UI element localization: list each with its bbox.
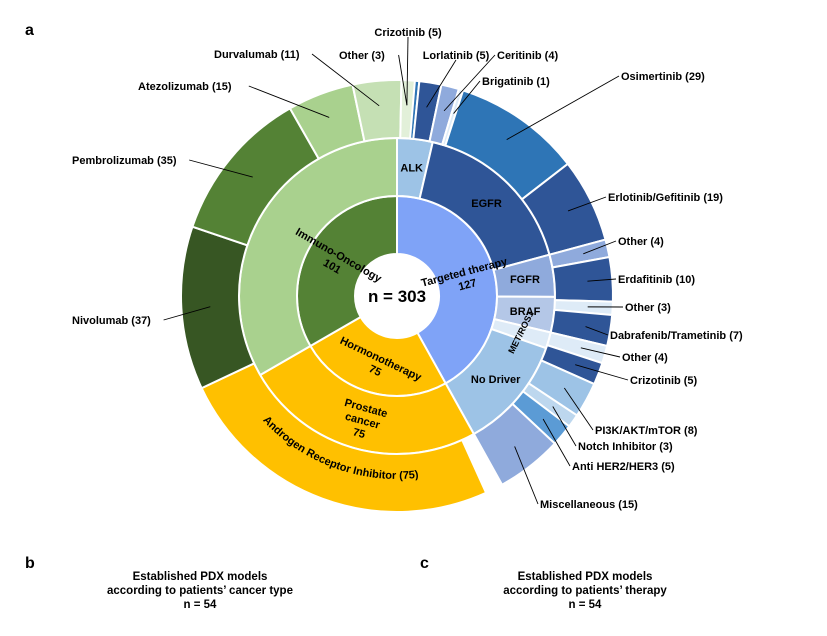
panel-letter-b: b xyxy=(25,555,35,572)
middle-label-fgfr: FGFR xyxy=(510,274,540,286)
outer-label-5-erlotinib-gefitinib-19: Erlotinib/Gefitinib (19) xyxy=(608,192,723,204)
caption-b-line-1: Established PDX models xyxy=(132,571,268,583)
outer-label-6-other-4: Other (4) xyxy=(618,236,664,248)
middle-label-braf-line-0: BRAF xyxy=(510,306,541,318)
outer-label-19-pembrolizumab-35: Pembrolizumab (35) xyxy=(72,155,177,167)
caption-c-line-1: Established PDX models xyxy=(517,571,653,583)
outer-label-3-brigatinib-1: Brigatinib (1) xyxy=(482,76,550,88)
callout-line-3-brigatinib-1 xyxy=(453,80,481,114)
outer-label-4-osimertinib-29: Osimertinib (29) xyxy=(621,71,705,83)
middle-label-no-driver: No Driver xyxy=(471,374,521,386)
outer-segment-15-miscellaneous-15 xyxy=(472,402,557,487)
caption-c: Established PDX models according to pati… xyxy=(455,570,715,612)
middle-label-egfr-line-0: EGFR xyxy=(471,198,502,210)
outer-label-10-other-4: Other (4) xyxy=(622,352,668,364)
caption-b-line-2: according to patients’ cancer type xyxy=(107,585,293,597)
panel-letter-c: c xyxy=(420,555,429,572)
center-hole xyxy=(355,254,439,338)
caption-b: Established PDX models according to pati… xyxy=(70,570,330,612)
outer-label-2-ceritinib-4: Ceritinib (4) xyxy=(497,50,558,62)
outer-segment-22-other-3 xyxy=(399,79,416,140)
callout-line-1-lorlatinib-5 xyxy=(426,59,457,108)
center-label: n = 303 xyxy=(368,287,426,306)
middle-label-no-driver-line-0: No Driver xyxy=(471,374,521,386)
callout-line-13-notch-inhibitor-3 xyxy=(552,406,577,447)
outer-label-9-dabrafenib-trametinib-7: Dabrafenib/Trametinib (7) xyxy=(610,330,743,342)
middle-label-alk-line-0: ALK xyxy=(400,163,423,175)
middle-label-prostate-cancer-line-2: 75 xyxy=(351,426,366,441)
outer-label-12-pi3k-akt-mtor-8: PI3K/AKT/mTOR (8) xyxy=(595,425,698,437)
callout-line-18-nivolumab-37 xyxy=(163,306,211,321)
callout-line-20-atezolizumab-15 xyxy=(248,85,330,118)
outer-label-8-other-3: Other (3) xyxy=(625,302,671,314)
outer-label-7-erdafitinib-10: Erdafitinib (10) xyxy=(618,274,695,286)
inner-label-hormonotherapy-line-1: 75 xyxy=(367,363,383,379)
panel-letter-a: a xyxy=(25,22,34,39)
callout-line-9-dabrafenib-trametinib-7 xyxy=(585,326,609,336)
middle-label-egfr: EGFR xyxy=(471,198,502,210)
callout-line-21-durvalumab-11 xyxy=(311,53,380,107)
outer-label-13-notch-inhibitor-3: Notch Inhibitor (3) xyxy=(578,441,673,453)
callout-line-6-other-4 xyxy=(583,240,617,255)
outer-label-15-miscellaneous-15: Miscellaneous (15) xyxy=(540,499,638,511)
callout-line-4-osimertinib-29 xyxy=(506,75,620,141)
callout-line-19-pembrolizumab-35 xyxy=(189,159,253,178)
callout-line-14-anti-her2-her3-5 xyxy=(542,418,571,467)
outer-label-20-atezolizumab-15: Atezolizumab (15) xyxy=(138,81,232,93)
caption-b-line-3: n = 54 xyxy=(183,599,217,611)
caption-c-line-3: n = 54 xyxy=(568,599,602,611)
outer-label-11-crizotinib-5: Crizotinib (5) xyxy=(630,375,698,387)
callout-line-10-other-4 xyxy=(580,347,621,358)
callout-line-5-erlotinib-gefitinib-19 xyxy=(567,196,607,212)
callout-line-12-pi3k-akt-mtor-8 xyxy=(563,387,594,431)
middle-label-braf: BRAF xyxy=(510,306,541,318)
outer-label-14-anti-her2-her3-5: Anti HER2/HER3 (5) xyxy=(572,461,675,473)
middle-label-fgfr-line-0: FGFR xyxy=(510,274,540,286)
middle-label-alk: ALK xyxy=(400,163,423,175)
callout-line-0-crizotinib-5 xyxy=(406,36,409,106)
inner-label-targeted-therapy-line-1: 127 xyxy=(457,277,478,293)
callout-line-7-erdafitinib-10 xyxy=(587,278,617,282)
outer-label-22-other-3: Other (3) xyxy=(339,50,385,62)
outer-label-0-crizotinib-5: Crizotinib (5) xyxy=(374,27,442,39)
outer-label-1-lorlatinib-5: Lorlatinib (5) xyxy=(423,50,490,62)
outer-label-18-nivolumab-37: Nivolumab (37) xyxy=(72,315,151,327)
callout-line-15-miscellaneous-15 xyxy=(514,446,539,505)
callout-line-22-other-3 xyxy=(398,54,408,106)
outer-label-21-durvalumab-11: Durvalumab (11) xyxy=(214,49,300,61)
caption-c-line-2: according to patients’ therapy xyxy=(503,585,667,597)
callout-line-2-ceritinib-4 xyxy=(443,54,496,112)
callout-line-11-crizotinib-5 xyxy=(575,364,629,381)
